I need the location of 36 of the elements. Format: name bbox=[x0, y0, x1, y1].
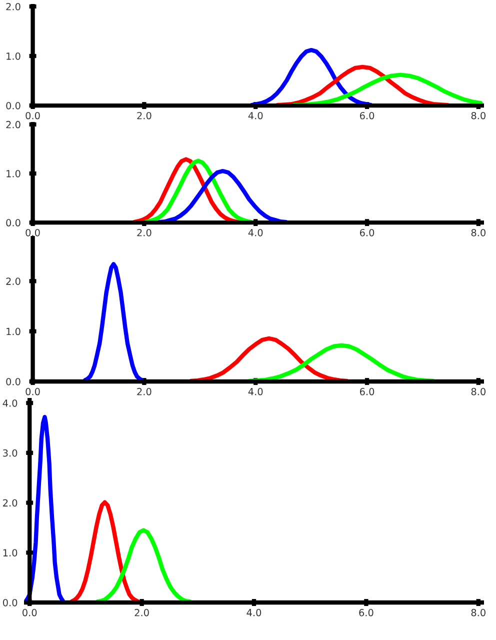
y-tick-label: 2.0 bbox=[3, 499, 18, 507]
x-tick-label: 6.0 bbox=[360, 228, 374, 236]
x-tick-label: 2.0 bbox=[137, 112, 152, 120]
x-tick-label: 8.0 bbox=[471, 112, 486, 120]
x-tick-label: 4.0 bbox=[246, 608, 262, 616]
x-tick-label: 4.0 bbox=[248, 388, 263, 396]
x-tick-label: 0.0 bbox=[26, 228, 40, 236]
x-tick-label: 6.0 bbox=[360, 388, 374, 396]
x-tick-label: 4.0 bbox=[248, 228, 263, 236]
y-tick-label: 2.0 bbox=[6, 278, 20, 285]
y-tick-label: 4.0 bbox=[2, 399, 18, 407]
y-tick-label: 1.0 bbox=[6, 170, 20, 178]
x-tick-label: 2.0 bbox=[134, 608, 149, 616]
y-tick-label: 0.0 bbox=[6, 102, 20, 110]
line-series bbox=[83, 262, 144, 382]
x-tick-label: 2.0 bbox=[137, 228, 152, 236]
y-tick-label: 2.0 bbox=[6, 120, 20, 128]
x-tick-label: 6.0 bbox=[360, 112, 374, 120]
y-tick-label: 3.0 bbox=[3, 449, 18, 457]
x-tick-label: 8.0 bbox=[471, 388, 486, 396]
x-tick-label: 8.0 bbox=[471, 228, 486, 236]
y-tick-label: 0.0 bbox=[6, 219, 20, 226]
x-tick-label: 0.0 bbox=[22, 608, 37, 616]
x-tick-label: 6.0 bbox=[359, 608, 374, 616]
x-tick-label: 8.0 bbox=[471, 608, 486, 616]
x-tick-label: 0.0 bbox=[26, 112, 40, 120]
y-tick-label: 2.0 bbox=[6, 2, 20, 10]
x-tick-label: 4.0 bbox=[248, 112, 263, 120]
y-tick-label: 0.0 bbox=[6, 378, 20, 386]
x-tick-label: 2.0 bbox=[137, 388, 152, 396]
y-tick-label: 1.0 bbox=[6, 328, 20, 336]
y-tick-label: 1.0 bbox=[3, 549, 18, 556]
y-tick-label: 1.0 bbox=[6, 52, 20, 60]
x-tick-label: 0.0 bbox=[26, 388, 40, 396]
y-tick-label: 0.0 bbox=[2, 598, 18, 606]
line-series bbox=[24, 414, 65, 603]
